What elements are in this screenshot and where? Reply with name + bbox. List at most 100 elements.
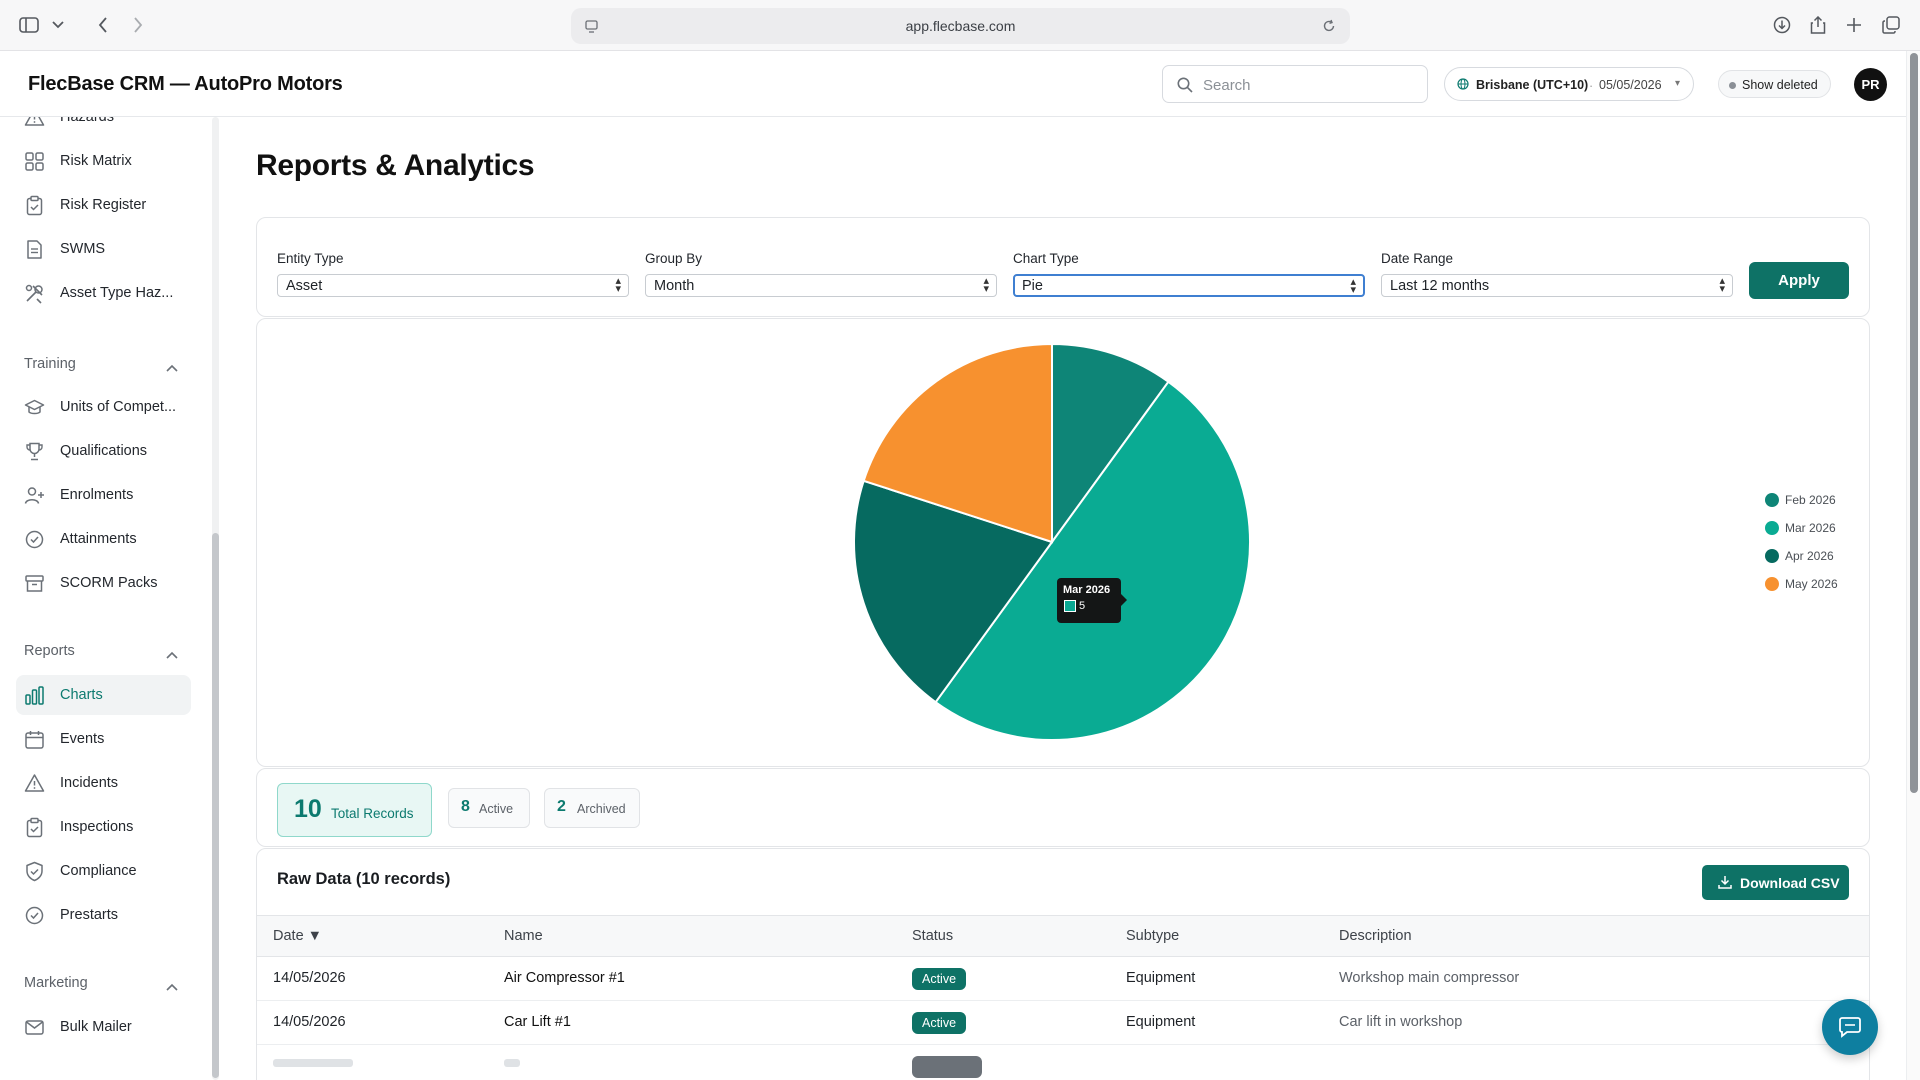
sidebar-item-label: Risk Register — [60, 197, 147, 213]
avatar[interactable]: PR — [1854, 68, 1887, 101]
date-range-select[interactable]: Last 12 months ▴ ▾ — [1381, 274, 1733, 297]
pie-slice-may-2026[interactable] — [862, 342, 1053, 544]
table-row-partial[interactable] — [257, 1045, 1869, 1080]
sidebar-toggle-icon[interactable] — [18, 14, 40, 36]
address-bar[interactable]: app.flecbase.com — [571, 8, 1350, 44]
active-stat: 8 Active — [448, 788, 530, 828]
clipboard-icon — [24, 195, 45, 216]
reload-icon[interactable] — [1322, 19, 1336, 33]
search-icon — [1177, 77, 1193, 93]
sidebar-item-label: Bulk Mailer — [60, 1019, 132, 1035]
cell-description: Workshop main compressor — [1339, 970, 1520, 986]
chat-button[interactable] — [1822, 999, 1878, 1055]
chevron-up-icon[interactable] — [166, 359, 178, 377]
column-header-name[interactable]: Name — [504, 928, 543, 944]
tooltip-row: 5 — [1063, 600, 1121, 613]
warning-icon — [24, 117, 45, 128]
bar-chart-icon — [24, 685, 45, 706]
legend-item[interactable]: May 2026 — [1765, 576, 1838, 604]
sidebar-item-prestarts[interactable]: Prestarts — [16, 895, 191, 935]
sidebar-item-scorm-packs[interactable]: SCORM Packs — [16, 563, 191, 603]
legend-item[interactable]: Feb 2026 — [1765, 492, 1838, 520]
grid-icon — [24, 151, 45, 172]
chart-type-select[interactable]: Pie ▴ ▾ — [1013, 274, 1365, 297]
page-title: Reports & Analytics — [256, 149, 535, 182]
sidebar-item-swms[interactable]: SWMS — [16, 229, 191, 269]
sidebar-item-incidents[interactable]: Incidents — [16, 763, 191, 803]
url-text: app.flecbase.com — [905, 18, 1016, 34]
search-box[interactable] — [1162, 65, 1428, 103]
column-header-description[interactable]: Description — [1339, 928, 1412, 944]
back-icon[interactable] — [92, 14, 114, 36]
forward-icon[interactable] — [127, 14, 149, 36]
date-range-filter: Date Range Last 12 months ▴ ▾ — [1381, 251, 1733, 297]
group-by-select[interactable]: Month ▴ ▾ — [645, 274, 997, 297]
calendar-icon — [24, 729, 45, 750]
select-arrows-icon: ▴ ▾ — [983, 275, 989, 295]
legend-label: Mar 2026 — [1785, 521, 1836, 535]
share-icon[interactable] — [1807, 14, 1829, 36]
chevron-up-icon[interactable] — [166, 978, 178, 996]
sidebar-item-compliance[interactable]: Compliance — [16, 851, 191, 891]
sidebar-section-reports[interactable]: Reports — [24, 643, 75, 659]
pie-slice-mar-2026[interactable] — [934, 380, 1251, 741]
select-arrows-icon: ▴ ▾ — [1719, 275, 1725, 295]
show-deleted-toggle[interactable]: Show deleted — [1718, 70, 1831, 98]
cell-date: 14/05/2026 — [273, 1014, 346, 1030]
sidebar-item-label: Hazards — [60, 117, 114, 125]
sidebar-item-inspections[interactable]: Inspections — [16, 807, 191, 847]
table-row[interactable]: 14/05/2026 Car Lift #1 Active Equipment … — [257, 1001, 1869, 1045]
new-tab-icon[interactable] — [1843, 14, 1865, 36]
download-csv-button[interactable]: Download CSV — [1702, 865, 1849, 900]
chevron-up-icon[interactable] — [166, 646, 178, 664]
sidebar-item-bulk-mailer[interactable]: Bulk Mailer — [16, 1007, 191, 1047]
entity-type-select[interactable]: Asset ▴ ▾ — [277, 274, 629, 297]
sidebar-item-label: Incidents — [60, 775, 119, 791]
sidebar-item-attainments[interactable]: Attainments — [16, 519, 191, 559]
column-header-status[interactable]: Status — [912, 928, 954, 944]
pie-chart — [853, 342, 1251, 741]
active-label: Active — [479, 802, 514, 816]
tooltip-swatch — [1064, 600, 1076, 612]
sidebar-item-enrolments[interactable]: Enrolments — [16, 475, 191, 515]
sidebar-section-training[interactable]: Training — [24, 356, 76, 372]
download-icon — [1718, 876, 1732, 889]
sidebar-item-charts[interactable]: Charts — [16, 675, 191, 715]
total-records-stat: 10 Total Records — [277, 783, 432, 837]
sidebar-item-label: Risk Matrix — [60, 153, 132, 169]
pie-slice-feb-2026[interactable] — [1051, 342, 1170, 546]
page-scrollbar[interactable] — [1906, 51, 1920, 1080]
total-records-value: 10 — [294, 795, 322, 823]
sidebar-item-units-of-compet[interactable]: Units of Compet... — [16, 387, 191, 427]
site-settings-icon[interactable] — [585, 20, 598, 33]
archived-stat: 2 Archived — [544, 788, 640, 828]
apply-button[interactable]: Apply — [1749, 262, 1849, 299]
timezone-label: Brisbane (UTC+10) — [1476, 78, 1589, 92]
search-input[interactable] — [1203, 74, 1413, 96]
legend-item[interactable]: Apr 2026 — [1765, 548, 1838, 576]
toggle-dot-icon — [1729, 82, 1736, 89]
legend-item[interactable]: Mar 2026 — [1765, 520, 1838, 548]
check-circle-icon — [24, 905, 45, 926]
chart-tooltip: Mar 2026 5 — [1057, 578, 1127, 623]
sidebar-section-marketing[interactable]: Marketing — [24, 975, 88, 991]
sidebar-item-asset-type-haz[interactable]: Asset Type Haz... — [16, 273, 191, 313]
sidebar-item-label: Attainments — [60, 531, 137, 547]
timezone-selector[interactable]: Brisbane (UTC+10) · 05/05/2026 ▾ — [1444, 67, 1694, 101]
tabs-overview-icon[interactable] — [1880, 14, 1902, 36]
sidebar-item-qualifications[interactable]: Qualifications — [16, 431, 191, 471]
column-header-subtype[interactable]: Subtype — [1126, 928, 1180, 944]
page-scrollbar-thumb[interactable] — [1910, 53, 1918, 793]
column-header-date[interactable]: Date ▼ — [273, 928, 323, 944]
chevron-down-icon[interactable] — [47, 14, 69, 36]
cell-name: Air Compressor #1 — [504, 970, 625, 986]
pie-slice-apr-2026[interactable] — [853, 479, 1054, 704]
table-row[interactable]: 14/05/2026 Air Compressor #1 Active Equi… — [257, 957, 1869, 1001]
sidebar-item-events[interactable]: Events — [16, 719, 191, 759]
sidebar-item-hazards[interactable]: Hazards — [16, 117, 191, 137]
sidebar-scrollbar-thumb[interactable] — [212, 533, 219, 1078]
cell-name: Car Lift #1 — [504, 1014, 571, 1030]
download-icon[interactable] — [1771, 14, 1793, 36]
sidebar-item-risk-matrix[interactable]: Risk Matrix — [16, 141, 191, 181]
sidebar-item-risk-register[interactable]: Risk Register — [16, 185, 191, 225]
